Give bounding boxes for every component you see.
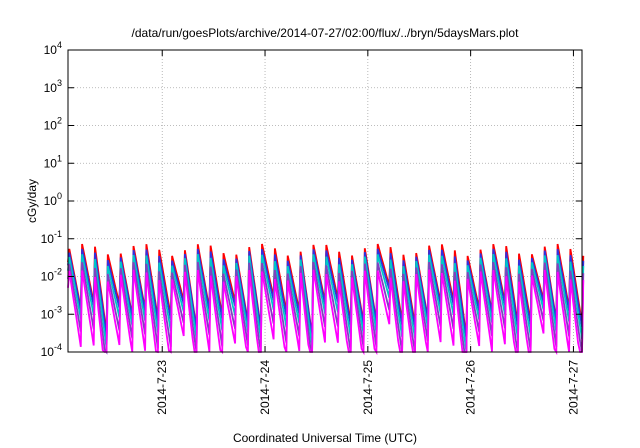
y-tick-label: 10-4	[41, 342, 62, 359]
grid	[68, 50, 582, 352]
x-axis: 2014-7-23 2014-7-24 2014-7-25 2014-7-26 2014…	[155, 50, 580, 415]
x-tick-label: 2014-7-25	[361, 360, 375, 415]
series-layer	[67, 243, 585, 356]
x-tick-label: 2014-7-24	[258, 360, 272, 415]
x-tick-label: 2014-7-23	[155, 360, 169, 415]
y-tick-label: 103	[44, 78, 62, 95]
x-axis-label: Coordinated Universal Time (UTC)	[233, 431, 417, 445]
y-tick-label: 10-1	[41, 229, 62, 246]
y-tick-label: 10-3	[41, 304, 62, 321]
x-tick-label: 2014-7-27	[566, 360, 580, 415]
y-axis-label: cGy/day	[25, 179, 39, 223]
y-tick-label: 10-2	[41, 267, 62, 284]
y-axis: 10-4 10-3 10-2 10-1 100 101 102 103 104	[41, 40, 582, 359]
x-tick-label: 2014-7-26	[464, 360, 478, 415]
series-line	[67, 269, 585, 356]
y-tick-label: 104	[44, 40, 62, 57]
y-tick-label: 100	[44, 191, 62, 208]
y-tick-label: 102	[44, 116, 62, 133]
chart-title: /data/run/goesPlots/archive/2014-07-27/0…	[132, 26, 520, 40]
y-tick-label: 101	[44, 153, 62, 170]
